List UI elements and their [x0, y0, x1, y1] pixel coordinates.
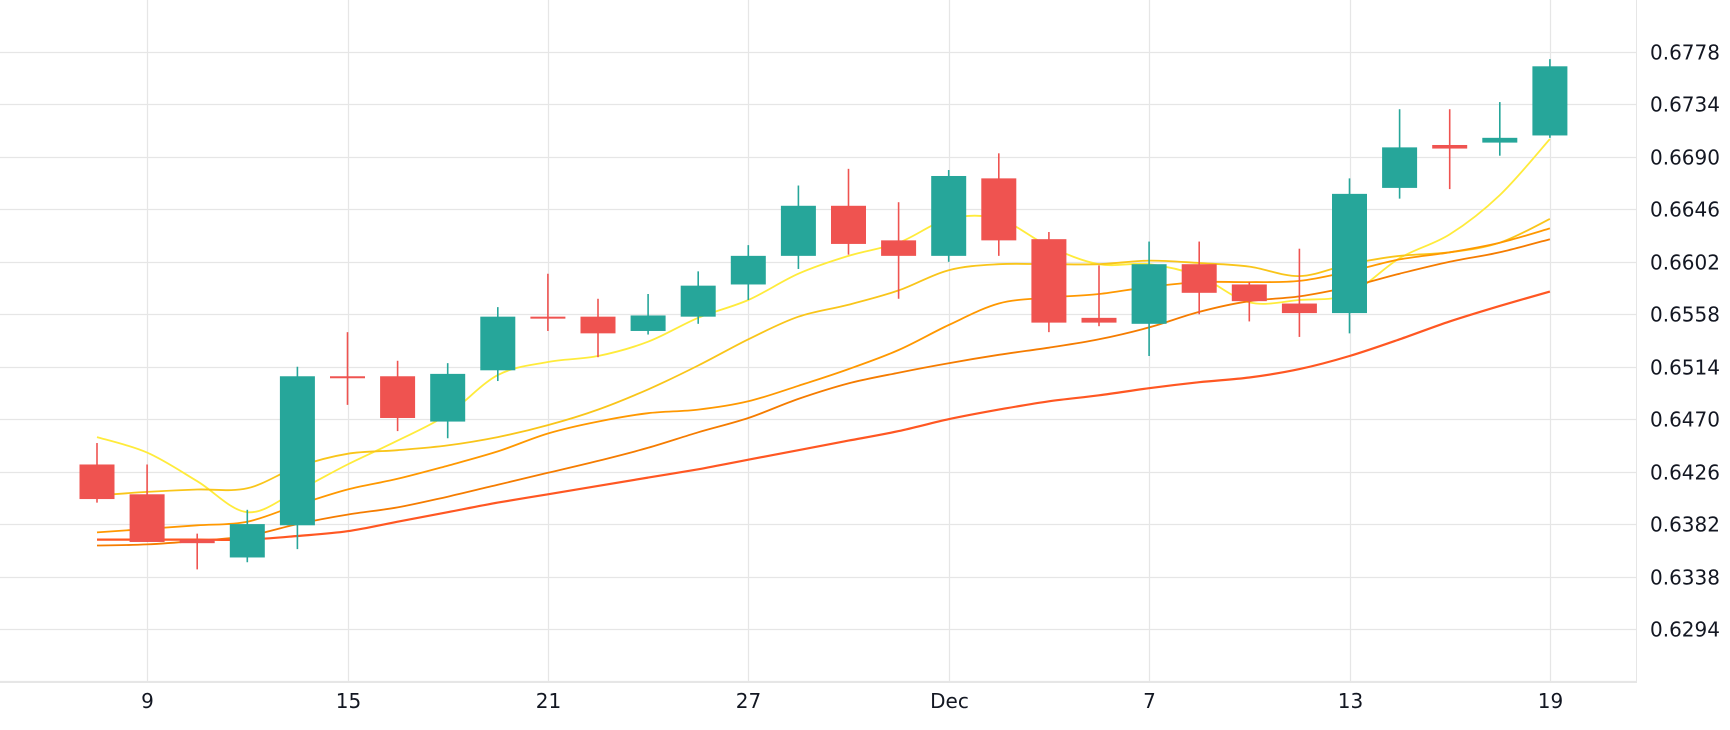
candle	[129, 464, 165, 542]
candle	[229, 509, 265, 563]
candle-body	[730, 255, 766, 285]
candle-body	[480, 316, 516, 371]
candle	[630, 294, 666, 335]
candle	[380, 360, 416, 432]
candle	[981, 153, 1017, 256]
candle-body	[1281, 303, 1317, 314]
candle	[931, 170, 967, 262]
time-tick-label: 7	[1143, 689, 1156, 713]
price-tick-label: 0.6646	[1650, 198, 1720, 222]
candle	[1231, 282, 1267, 322]
time-tick-label: 21	[536, 689, 561, 713]
candle	[1332, 178, 1367, 334]
candle-body	[330, 376, 365, 379]
price-tick-label: 0.6778	[1650, 41, 1720, 65]
candle-body	[1532, 66, 1568, 136]
moving-average-lines	[96, 138, 1551, 547]
candle	[79, 443, 115, 503]
time-axis: 9 15 21 27 Dec 7 13 19	[0, 682, 1637, 713]
candle	[1382, 109, 1418, 199]
candle-body	[680, 285, 716, 317]
candle	[530, 273, 566, 331]
time-tick-label: 19	[1538, 689, 1563, 713]
candle	[1482, 102, 1518, 156]
candle	[1131, 241, 1167, 356]
candle	[1532, 59, 1568, 138]
candle-body	[229, 524, 265, 558]
candle-body	[129, 494, 165, 542]
candle-body	[1031, 239, 1067, 323]
candle-body	[630, 315, 666, 331]
candle-body	[279, 376, 315, 526]
time-tick-label: 15	[336, 689, 361, 713]
time-tick-label: Dec	[930, 689, 969, 713]
moving-average-line-1	[96, 138, 1551, 514]
price-tick-label: 0.6426	[1650, 461, 1720, 485]
price-tick-label: 0.6734	[1650, 93, 1720, 117]
price-tick-label: 0.6602	[1650, 251, 1720, 275]
candle-body	[1131, 264, 1167, 324]
candle-body	[1081, 317, 1117, 323]
time-tick-label: 27	[736, 689, 761, 713]
candles	[79, 59, 1568, 570]
price-tick-label: 0.6294	[1650, 618, 1720, 642]
horizontal-gridlines	[0, 51, 1636, 683]
candle-body	[780, 205, 816, 256]
candle	[330, 332, 365, 405]
moving-average-line-4	[96, 238, 1551, 547]
candle	[831, 168, 866, 255]
candle-body	[430, 373, 466, 422]
candle	[1432, 109, 1468, 190]
candle-body	[580, 316, 616, 334]
candle-body	[981, 178, 1017, 241]
candle	[1081, 265, 1117, 327]
candle-body	[881, 240, 917, 256]
candle-body	[931, 175, 967, 256]
price-tick-label: 0.6338	[1650, 566, 1720, 590]
candle	[580, 298, 616, 358]
price-tick-label: 0.6558	[1650, 303, 1720, 327]
candle-body	[1181, 264, 1217, 293]
candle-body	[79, 464, 115, 500]
price-axis: 0.6778 0.6734 0.6690 0.6646 0.6602 0.6558 0.65…	[1636, 0, 1720, 682]
candle	[1031, 232, 1067, 333]
candle-body	[831, 205, 866, 244]
candle	[480, 307, 516, 382]
time-tick-label: 9	[141, 689, 154, 713]
moving-average-line-5	[97, 290, 1551, 541]
price-tick-label: 0.6382	[1650, 513, 1720, 537]
vertical-gridlines	[146, 0, 1552, 682]
candle	[881, 202, 917, 299]
candle-body	[1432, 144, 1468, 149]
price-tick-label: 0.6514	[1650, 356, 1720, 380]
candle-body	[1382, 147, 1418, 188]
price-tick-label: 0.6470	[1650, 408, 1720, 432]
moving-average-line-2	[96, 218, 1551, 497]
time-tick-label: 13	[1338, 689, 1363, 713]
candle-body	[380, 376, 416, 418]
candle	[1281, 248, 1317, 337]
candle	[730, 245, 766, 300]
candle-body	[530, 316, 566, 319]
candle	[279, 366, 315, 550]
candle	[430, 363, 466, 439]
candle-body	[1231, 284, 1267, 302]
candle	[179, 533, 215, 570]
candle	[1181, 241, 1217, 315]
candle-body	[1482, 137, 1518, 143]
candle-body	[1332, 193, 1367, 314]
candle	[780, 185, 816, 269]
moving-average-line-3	[96, 227, 1551, 534]
price-tick-label: 0.6690	[1650, 146, 1720, 170]
candle-body	[179, 539, 215, 544]
candle	[680, 271, 716, 324]
